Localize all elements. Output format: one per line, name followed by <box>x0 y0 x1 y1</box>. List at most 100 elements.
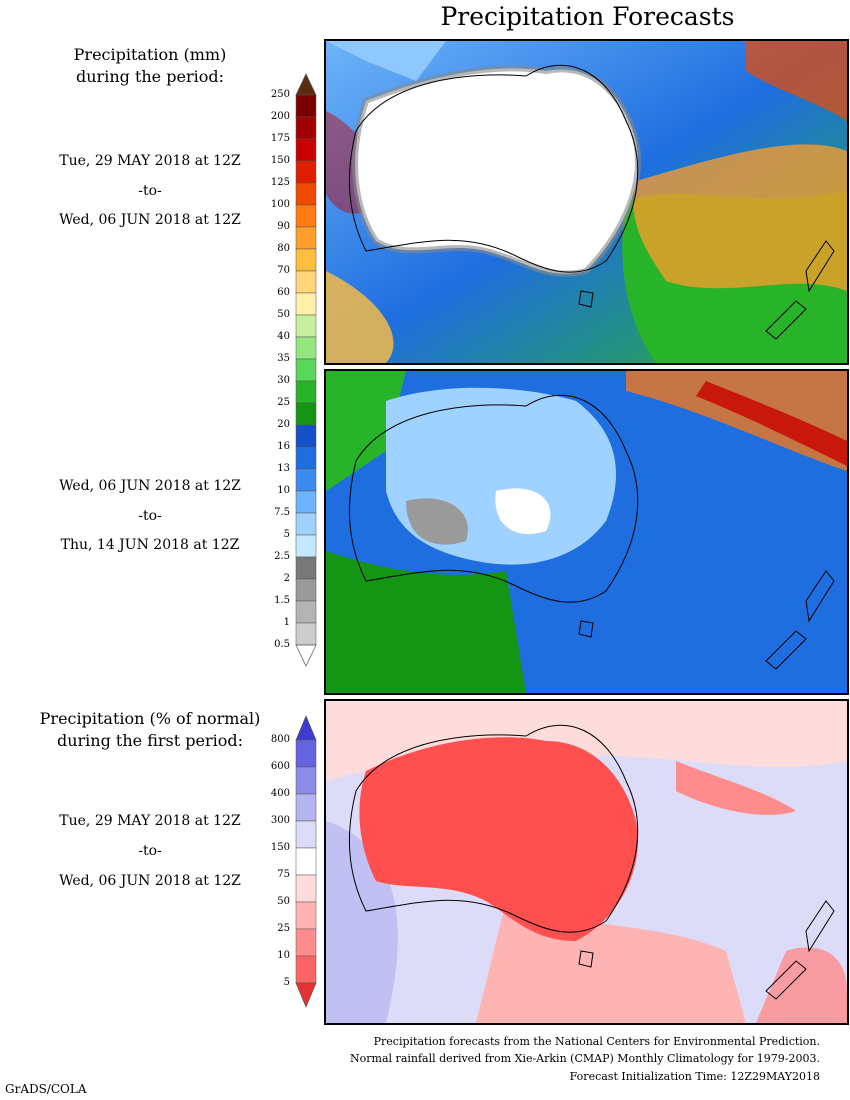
upper-colorbar-segment <box>295 578 317 602</box>
period2-to: -to- <box>138 508 162 524</box>
lower-colorbar-label: 400 <box>270 788 290 799</box>
upper-colorbar-top-arrow <box>295 73 317 96</box>
upper-colorbar-segment <box>295 380 317 404</box>
lower-colorbar-segment <box>295 820 317 849</box>
upper-colorbar-label: 1 <box>283 617 290 628</box>
map-panel-period2 <box>324 369 849 695</box>
upper-colorbar-label: 175 <box>270 133 290 144</box>
upper-colorbar-segment <box>295 138 317 162</box>
page-title: Precipitation Forecasts <box>440 2 735 31</box>
lower-colorbar-label: 800 <box>270 734 290 745</box>
lower-legend-heading-line2: during the first period: <box>56 731 244 750</box>
lower-colorbar-label: 600 <box>270 761 290 772</box>
lower-legend-heading-line1: Precipitation (% of normal) <box>39 709 261 728</box>
period2-end: Thu, 14 JUN 2018 at 12Z <box>60 537 240 553</box>
period1-start: Tue, 29 MAY 2018 at 12Z <box>59 153 241 169</box>
upper-colorbar-label: 80 <box>277 243 290 254</box>
upper-colorbar-label: 60 <box>277 287 290 298</box>
upper-colorbar-segment <box>295 204 317 228</box>
footer-line1: Precipitation forecasts from the Nationa… <box>373 1035 820 1048</box>
map-panel-percent-normal <box>324 699 849 1025</box>
upper-colorbar-label: 25 <box>277 397 290 408</box>
lower-colorbar-segment <box>295 793 317 822</box>
upper-colorbar-label: 200 <box>270 111 290 122</box>
map-period2-graphic <box>326 371 847 693</box>
upper-legend-heading-line2: during the period: <box>76 67 224 86</box>
lower-colorbar-segment <box>295 955 317 984</box>
upper-legend-heading-line1: Precipitation (mm) <box>73 45 227 64</box>
lower-colorbar-segment <box>295 847 317 876</box>
upper-colorbar-segment <box>295 490 317 514</box>
lower-colorbar-label: 150 <box>270 842 290 853</box>
lower-colorbar-label: 25 <box>277 923 290 934</box>
upper-colorbar-label: 100 <box>270 199 290 210</box>
upper-colorbar-label: 5 <box>283 529 290 540</box>
lower-colorbar-bottom-arrow <box>295 982 317 1008</box>
upper-colorbar-segment <box>295 468 317 492</box>
upper-colorbar-label: 40 <box>277 331 290 342</box>
upper-colorbar-label: 90 <box>277 221 290 232</box>
lower-colorbar-label: 75 <box>277 869 290 880</box>
lower-colorbar-segment <box>295 766 317 795</box>
upper-colorbar-segment <box>295 402 317 426</box>
upper-colorbar-segment <box>295 160 317 184</box>
lower-legend-heading: Precipitation (% of normal) during the f… <box>0 708 300 752</box>
upper-colorbar-segment <box>295 182 317 206</box>
upper-colorbar-segment <box>295 336 317 360</box>
map-percent-normal-graphic <box>326 701 847 1023</box>
upper-colorbar-segment <box>295 446 317 470</box>
lower-colorbar-segment <box>295 874 317 903</box>
period2-start: Wed, 06 JUN 2018 at 12Z <box>59 478 241 494</box>
upper-colorbar-label: 1.5 <box>274 595 290 606</box>
upper-colorbar-label: 13 <box>277 463 290 474</box>
upper-colorbar-segment <box>295 226 317 250</box>
upper-colorbar-svg <box>295 73 317 667</box>
upper-colorbar-segment <box>295 292 317 316</box>
upper-colorbar-segment <box>295 116 317 140</box>
lower-colorbar-segment <box>295 739 317 768</box>
lower-colorbar-segment <box>295 928 317 957</box>
upper-colorbar-label: 2 <box>283 573 290 584</box>
upper-colorbar-segment <box>295 358 317 382</box>
lower-colorbar-svg <box>295 715 317 1008</box>
footer-line2: Normal rainfall derived from Xie-Arkin (… <box>350 1052 820 1065</box>
upper-colorbar-segment <box>295 314 317 338</box>
period1-end: Wed, 06 JUN 2018 at 12Z <box>59 212 241 228</box>
upper-colorbar-segment <box>295 94 317 118</box>
upper-colorbar-segment <box>295 512 317 536</box>
upper-colorbar-label: 125 <box>270 177 290 188</box>
upper-colorbar-label: 50 <box>277 309 290 320</box>
footer-line3: Forecast Initialization Time: 12Z29MAY20… <box>569 1070 820 1083</box>
upper-colorbar-label: 0.5 <box>274 639 290 650</box>
upper-colorbar-segment <box>295 248 317 272</box>
period3-to: -to- <box>138 843 162 859</box>
upper-colorbar-label: 30 <box>277 375 290 386</box>
upper-colorbar-label: 150 <box>270 155 290 166</box>
map-panel-period1 <box>324 39 849 365</box>
upper-colorbar-segment <box>295 534 317 558</box>
upper-colorbar-label: 20 <box>277 419 290 430</box>
upper-colorbar-label: 250 <box>270 89 290 100</box>
upper-colorbar-label: 16 <box>277 441 290 452</box>
period3-end: Wed, 06 JUN 2018 at 12Z <box>59 873 241 889</box>
upper-colorbar-segment <box>295 600 317 624</box>
upper-colorbar-label: 10 <box>277 485 290 496</box>
upper-colorbar-segment <box>295 556 317 580</box>
lower-colorbar-label: 5 <box>283 977 290 988</box>
upper-colorbar-label: 2.5 <box>274 551 290 562</box>
upper-colorbar-segment <box>295 424 317 448</box>
period3-start: Tue, 29 MAY 2018 at 12Z <box>59 813 241 829</box>
upper-colorbar-bottom-arrow <box>295 644 317 667</box>
grads-credit: GrADS/COLA <box>5 1082 87 1096</box>
lower-colorbar-label: 300 <box>270 815 290 826</box>
period1-to: -to- <box>138 183 162 199</box>
upper-colorbar-label: 70 <box>277 265 290 276</box>
upper-colorbar-segment <box>295 270 317 294</box>
lower-colorbar-top-arrow <box>295 715 317 741</box>
upper-legend-heading: Precipitation (mm) during the period: <box>0 44 300 88</box>
lower-colorbar-segment <box>295 901 317 930</box>
upper-colorbar-label: 7.5 <box>274 507 290 518</box>
upper-colorbar-segment <box>295 622 317 646</box>
upper-colorbar-label: 35 <box>277 353 290 364</box>
map-period1-graphic <box>326 41 847 363</box>
